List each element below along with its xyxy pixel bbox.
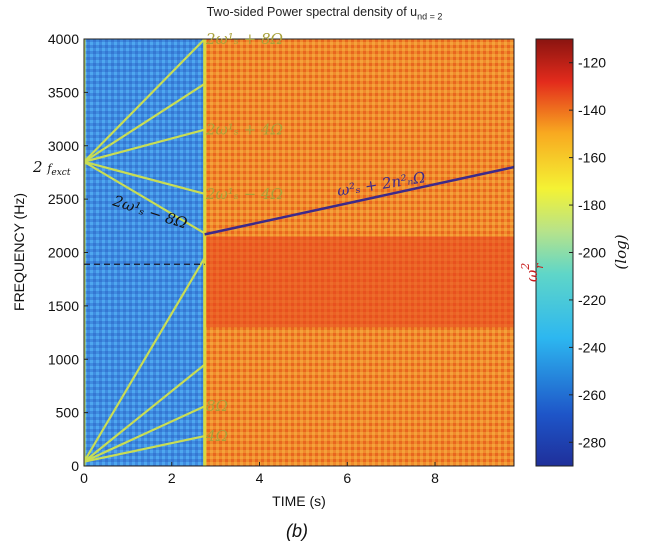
y-tick-label: 2500 (48, 191, 79, 207)
fan-line (84, 435, 205, 463)
y-tick-label: 0 (71, 458, 79, 474)
colorbar-label: (log) (612, 234, 630, 269)
panel-label: (b) (286, 521, 308, 541)
fan-line-label: 4Ω (205, 427, 228, 445)
excitation-annotation: 2 fexct (32, 158, 71, 178)
y-tick-label: 4000 (48, 31, 79, 47)
x-tick-label: 2 (168, 470, 176, 486)
colorbar-tick-label: -180 (578, 197, 606, 213)
y-tick-label: 2000 (48, 245, 79, 261)
fan-line-label: 2ω¹ₛ − 4Ω (205, 185, 283, 203)
colorbar-tick-label: -140 (578, 102, 606, 118)
colorbar-tick-label: -200 (578, 245, 606, 261)
y-tick-label: 500 (56, 405, 80, 421)
rotor-annotation: ω2r (519, 263, 546, 282)
colorbar-tick-label: -240 (578, 339, 606, 355)
fan-line (84, 160, 206, 235)
region-late-core (204, 236, 514, 328)
y-tick-label: 1000 (48, 351, 79, 367)
colorbar-tick-label: -260 (578, 387, 606, 403)
x-tick-label: 8 (431, 470, 439, 486)
colorbar (535, 38, 574, 467)
fan-line (84, 405, 206, 463)
x-tick-label: 0 (80, 470, 88, 486)
fan-line (84, 39, 206, 163)
fan-line (84, 257, 206, 463)
fan-line (84, 82, 206, 163)
frequency-trend-line (204, 165, 514, 236)
fan-line-label: 2ω¹ₛ + 4Ω (205, 121, 283, 139)
y-tick-label: 3500 (48, 84, 79, 100)
fan-line-label: 2ω¹ₛ + 8Ω (205, 30, 283, 48)
y-axis-label: FREQUENCY (Hz) (11, 193, 27, 311)
colorbar-tick-label: -120 (578, 55, 606, 71)
region-early (84, 39, 205, 466)
y-tick-label: 3000 (48, 138, 79, 154)
fan-line (84, 160, 205, 195)
fan-line (84, 363, 206, 463)
x-axis-label: TIME (s) (272, 493, 326, 509)
colorbar-tick-label: -160 (578, 150, 606, 166)
x-tick-label: 6 (343, 470, 351, 486)
colorbar-tick-label: -220 (578, 292, 606, 308)
x-tick-label: 4 (256, 470, 264, 486)
fan-line (84, 128, 205, 163)
chart-title: Two-sided Power spectral density of und … (206, 5, 443, 22)
y-tick-label: 1500 (48, 298, 79, 314)
colorbar-tick-label: -280 (578, 434, 606, 450)
fan-line-label: 8Ω (206, 397, 228, 415)
